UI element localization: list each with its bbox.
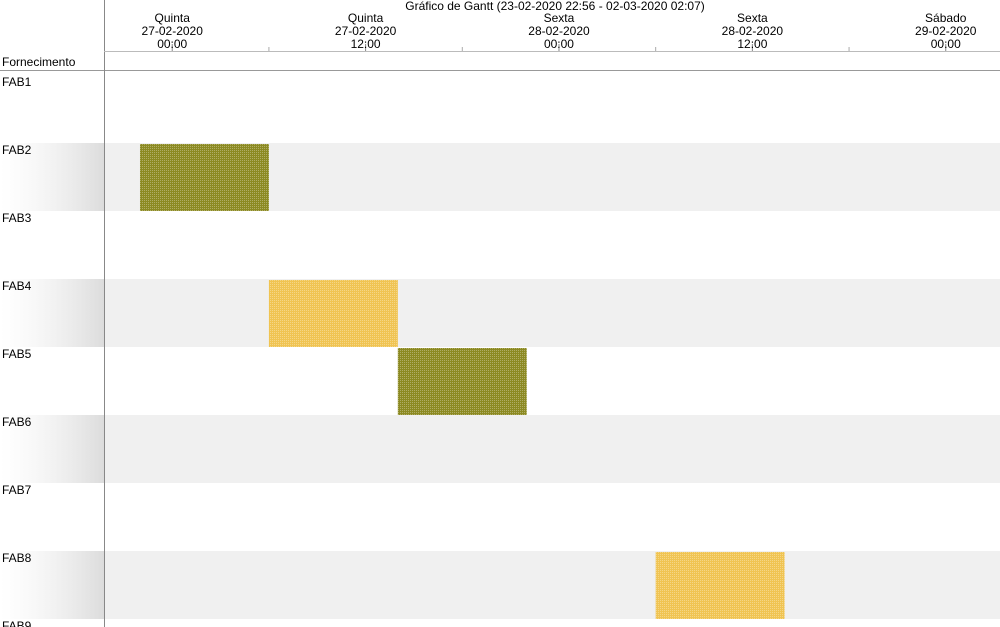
- rows: FAB1 FAB2 FAB3 FAB4 FAB5 FAB6 FAB7 FAB8 FAB9: [0, 75, 1000, 627]
- row-label: FAB5: [2, 347, 32, 361]
- chart-title: Gráfico de Gantt (23-02-2020 22:56 - 02-…: [405, 0, 705, 13]
- row-label-shade: [0, 143, 104, 211]
- x-tick-label: Sábado: [925, 11, 967, 25]
- task-bar: [139, 144, 269, 211]
- x-tick-label: Sexta: [544, 11, 575, 25]
- row-band: [104, 415, 1000, 483]
- x-tick-label: 28-02-2020: [722, 24, 784, 38]
- row-label: FAB6: [2, 415, 32, 429]
- x-tick-label: 12:00: [351, 37, 381, 51]
- x-tick-label: 27-02-2020: [335, 24, 397, 38]
- row-label: FAB3: [2, 211, 32, 225]
- x-tick-label: Quinta: [155, 11, 191, 25]
- row-header: Fornecimento: [2, 55, 76, 69]
- x-tick-label: Sexta: [737, 11, 768, 25]
- row-band: [104, 279, 1000, 347]
- row-label: FAB7: [2, 483, 32, 497]
- task-bar: [397, 348, 527, 415]
- x-tick-label: 29-02-2020: [915, 24, 977, 38]
- x-tick-label: 00:00: [931, 37, 961, 51]
- x-tick-label: 00:00: [157, 37, 187, 51]
- task-bar: [268, 280, 398, 347]
- x-tick-label: 00:00: [544, 37, 574, 51]
- x-tick-label: 28-02-2020: [528, 24, 590, 38]
- row-label: FAB2: [2, 143, 32, 157]
- row-label-shade: [0, 551, 104, 619]
- row-label: FAB4: [2, 279, 32, 293]
- row-label-shade: [0, 279, 104, 347]
- x-tick-label: 12:00: [737, 37, 767, 51]
- row-label: FAB1: [2, 75, 32, 89]
- row-label-shade: [0, 415, 104, 483]
- row-band: [104, 551, 1000, 619]
- x-tick-label: Quinta: [348, 11, 384, 25]
- task-bar: [655, 552, 785, 619]
- row-label: FAB8: [2, 551, 32, 565]
- row-label: FAB9: [2, 619, 32, 627]
- x-tick-label: 27-02-2020: [142, 24, 204, 38]
